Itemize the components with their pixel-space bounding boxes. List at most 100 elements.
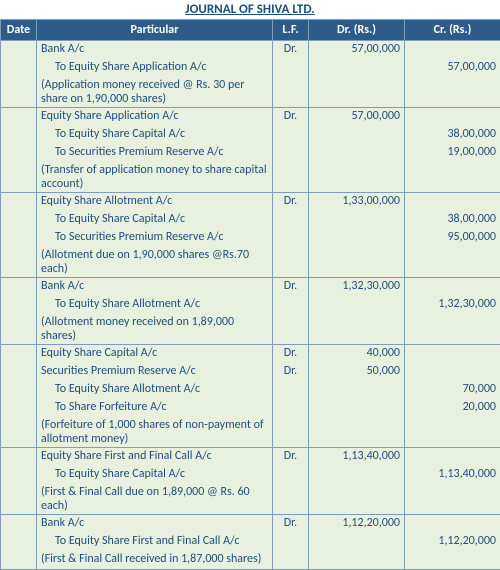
col-lf: L.F. (273, 20, 309, 41)
cell-lf: Dr. (273, 363, 309, 381)
journal-table: Date Particular L.F. Dr. (Rs.) Cr. (Rs.)… (0, 19, 500, 570)
cell-date (1, 381, 37, 399)
cell-lf (273, 484, 309, 515)
table-row: To Equity Share Allotment A/c1,32,30,000 (1, 296, 500, 314)
cell-cr (405, 77, 500, 108)
cell-lf (273, 247, 309, 278)
table-row: Securities Premium Reserve A/cDr.50,000 (1, 363, 500, 381)
table-row: To Securities Premium Reserve A/c 19,00,0… (1, 144, 500, 162)
cell-date (1, 108, 37, 127)
cell-dr (309, 229, 405, 247)
cell-lf (273, 229, 309, 247)
cell-lf (273, 533, 309, 551)
table-row: To Securities Premium Reserve A/c95,00,0… (1, 229, 500, 247)
cell-date (1, 278, 37, 297)
cell-dr: 57,00,000 (309, 108, 405, 127)
cell-dr (309, 417, 405, 448)
cell-particular: Bank A/c (37, 278, 273, 297)
cell-particular: Bank A/c (37, 41, 273, 60)
cell-dr (309, 533, 405, 551)
cell-date (1, 162, 37, 193)
cell-particular: (First & Final Call received in 1,87,000… (37, 551, 273, 570)
table-row: To Equity Share Capital A/c38,00,000 (1, 126, 500, 144)
cell-dr (309, 399, 405, 417)
cell-date (1, 126, 37, 144)
cell-particular: To Equity Share Capital A/c (37, 211, 273, 229)
cell-date (1, 247, 37, 278)
cell-cr (405, 278, 500, 297)
table-row: Bank A/cDr.57,00,000 (1, 41, 500, 60)
cell-cr: 19,00,000 (405, 144, 500, 162)
cell-lf: Dr. (273, 41, 309, 60)
cell-dr: 1,13,40,000 (309, 448, 405, 467)
cell-cr: 1,13,40,000 (405, 466, 500, 484)
cell-dr: 1,32,30,000 (309, 278, 405, 297)
cell-date (1, 314, 37, 345)
cell-lf: Dr. (273, 108, 309, 127)
cell-date (1, 345, 37, 364)
cell-dr (309, 162, 405, 193)
cell-particular: To Equity Share First and Final Call A/c (37, 533, 273, 551)
cell-dr (309, 381, 405, 399)
cell-particular: (Allotment due on 1,90,000 shares @Rs.70… (37, 247, 273, 278)
cell-lf (273, 77, 309, 108)
cell-cr: 20,000 (405, 399, 500, 417)
cell-dr (309, 296, 405, 314)
cell-lf: Dr. (273, 448, 309, 467)
cell-cr: 1,12,20,000 (405, 533, 500, 551)
cell-dr: 1,12,20,000 (309, 515, 405, 534)
cell-particular: To Equity Share Application A/c (37, 59, 273, 77)
cell-particular: To Equity Share Capital A/c (37, 466, 273, 484)
cell-date (1, 144, 37, 162)
cell-cr: 57,00,000 (405, 59, 500, 77)
cell-lf (273, 59, 309, 77)
cell-cr (405, 345, 500, 364)
cell-cr: 1,32,30,000 (405, 296, 500, 314)
cell-particular: Securities Premium Reserve A/c (37, 363, 273, 381)
cell-date (1, 448, 37, 467)
cell-date (1, 229, 37, 247)
cell-cr (405, 484, 500, 515)
cell-lf (273, 314, 309, 345)
cell-particular: Equity Share Allotment A/c (37, 193, 273, 212)
table-row: To Equity Share Allotment A/c70,000 (1, 381, 500, 399)
table-row: To Equity Share Capital A/c 1,13,40,000 (1, 466, 500, 484)
cell-cr (405, 247, 500, 278)
table-row: To Equity Share Capital A/c38,00,000 (1, 211, 500, 229)
cell-cr (405, 314, 500, 345)
table-row: Equity Share Application A/cDr.57,00,000 (1, 108, 500, 127)
table-row: Equity Share Capital A/cDr.40,000 (1, 345, 500, 364)
cell-dr (309, 484, 405, 515)
cell-dr (309, 466, 405, 484)
table-row: Equity Share First and Final Call A/cDr.… (1, 448, 500, 467)
table-row: (First & Final Call due on 1,89,000 @ Rs… (1, 484, 500, 515)
cell-date (1, 296, 37, 314)
table-row: (Transfer of application money to share … (1, 162, 500, 193)
cell-dr (309, 211, 405, 229)
cell-particular: To Equity Share Capital A/c (37, 126, 273, 144)
col-date: Date (1, 20, 37, 41)
cell-cr (405, 162, 500, 193)
cell-lf (273, 551, 309, 570)
cell-dr (309, 247, 405, 278)
cell-date (1, 484, 37, 515)
cell-dr (309, 314, 405, 345)
cell-particular: To Securities Premium Reserve A/c (37, 144, 273, 162)
cell-cr: 70,000 (405, 381, 500, 399)
cell-dr: 40,000 (309, 345, 405, 364)
col-cr: Cr. (Rs.) (405, 20, 500, 41)
cell-lf: Dr. (273, 345, 309, 364)
cell-lf (273, 381, 309, 399)
table-row: To Equity Share Application A/c 57,00,000 (1, 59, 500, 77)
cell-particular: (Transfer of application money to share … (37, 162, 273, 193)
cell-particular: To Share Forfeiture A/c (37, 399, 273, 417)
cell-dr (309, 77, 405, 108)
cell-particular: Equity Share Capital A/c (37, 345, 273, 364)
cell-date (1, 399, 37, 417)
cell-dr: 1,33,00,000 (309, 193, 405, 212)
cell-dr (309, 551, 405, 570)
cell-lf (273, 126, 309, 144)
table-row: (Application money received @ Rs. 30 per… (1, 77, 500, 108)
col-particular: Particular (37, 20, 273, 41)
cell-date (1, 551, 37, 570)
